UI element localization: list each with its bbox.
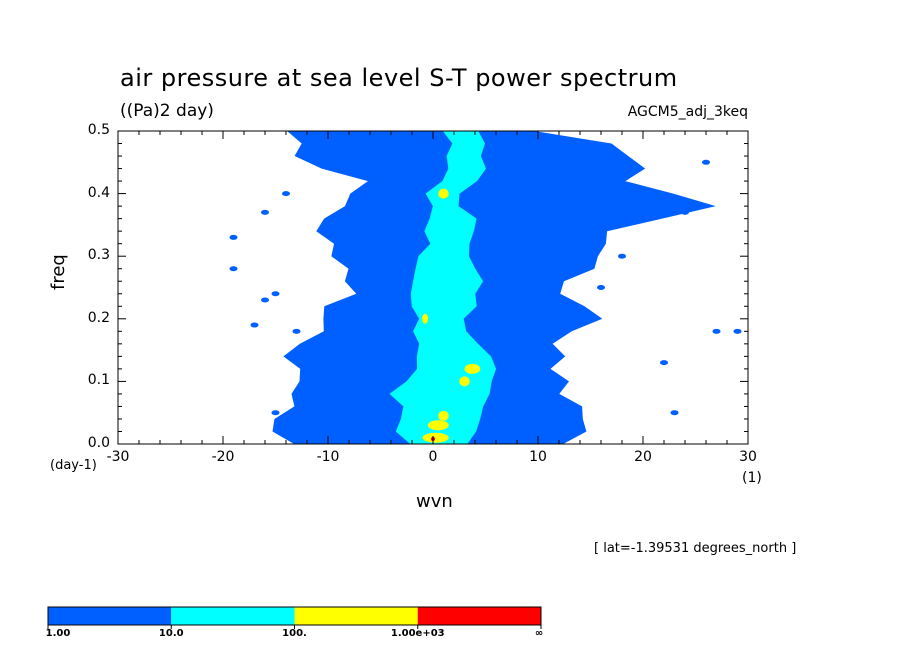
level-3-patch <box>438 188 449 199</box>
x-tick-label: 0 <box>428 449 438 465</box>
level-3-patch <box>422 432 449 443</box>
level-1-speckle <box>261 297 269 303</box>
colorbar-label: ∞ <box>534 628 544 639</box>
level-1-speckle <box>618 253 626 259</box>
colorbar-label: 1.00e+03 <box>390 628 445 639</box>
level-1-speckle <box>733 328 742 334</box>
level-1-speckle <box>660 360 668 366</box>
level-3-patch <box>459 376 470 387</box>
axis-ticks <box>117 130 749 445</box>
level-1-speckle <box>261 209 269 215</box>
chart-title: air pressure at sea level S-T power spec… <box>120 64 678 92</box>
level-1-region <box>272 131 716 444</box>
colorbar <box>47 606 542 629</box>
y-axis-label: freq <box>48 254 69 290</box>
x-tick-label: 20 <box>634 449 652 465</box>
level-1-speckle <box>250 322 259 328</box>
x-tick-label: -30 <box>106 449 130 465</box>
colorbar-segment <box>417 607 541 625</box>
model-label: AGCM5_adj_3keq <box>627 104 748 120</box>
x-tick-label: -10 <box>316 449 340 465</box>
colorbar-frame <box>47 606 542 626</box>
latitude-annotation: [ lat=-1.39531 degrees_north ] <box>594 541 797 556</box>
y-tick-label: 0.4 <box>87 184 110 201</box>
x-axis-label: wvn <box>416 491 453 512</box>
x-tick-label: 10 <box>529 449 547 465</box>
level-1-speckle <box>229 234 238 240</box>
y-tick-label: 0.3 <box>87 247 110 264</box>
units-label: ((Pa)2 day) <box>120 101 214 121</box>
level-1-speckle <box>670 410 679 416</box>
colorbar-segment <box>294 607 418 625</box>
level-3-patch <box>438 410 449 421</box>
level-1-speckle <box>292 328 301 334</box>
x-axis-unit: (1) <box>742 470 762 486</box>
colorbar-segment <box>171 607 295 625</box>
y-tick-label: 0.0 <box>87 435 110 451</box>
level-1-speckle <box>282 191 290 197</box>
colorbar-segment <box>48 607 172 625</box>
x-tick-label: -20 <box>211 449 235 465</box>
level-1-speckle <box>702 159 710 165</box>
contour-fill <box>229 131 742 444</box>
level-1-speckle <box>229 266 238 272</box>
level-3-patch <box>464 363 481 374</box>
level-1-speckle <box>271 410 280 416</box>
colorbar-label: 10.0 <box>158 628 184 639</box>
level-1-speckle <box>597 285 605 290</box>
level-1-speckle <box>271 291 280 297</box>
level-3-patch <box>422 313 429 324</box>
y-tick-label: 0.2 <box>87 309 110 326</box>
colorbar-label: 100. <box>282 628 307 639</box>
colorbar-label: 1.00 <box>45 628 71 639</box>
y-tick-label: 0.1 <box>87 372 110 389</box>
y-axis-unit: (day-1) <box>50 458 97 473</box>
level-1-speckle <box>681 209 689 215</box>
x-tick-label: 30 <box>739 449 757 465</box>
level-1-speckle <box>712 328 721 334</box>
y-tick-label: 0.5 <box>87 122 110 138</box>
level-3-patch <box>427 420 449 431</box>
